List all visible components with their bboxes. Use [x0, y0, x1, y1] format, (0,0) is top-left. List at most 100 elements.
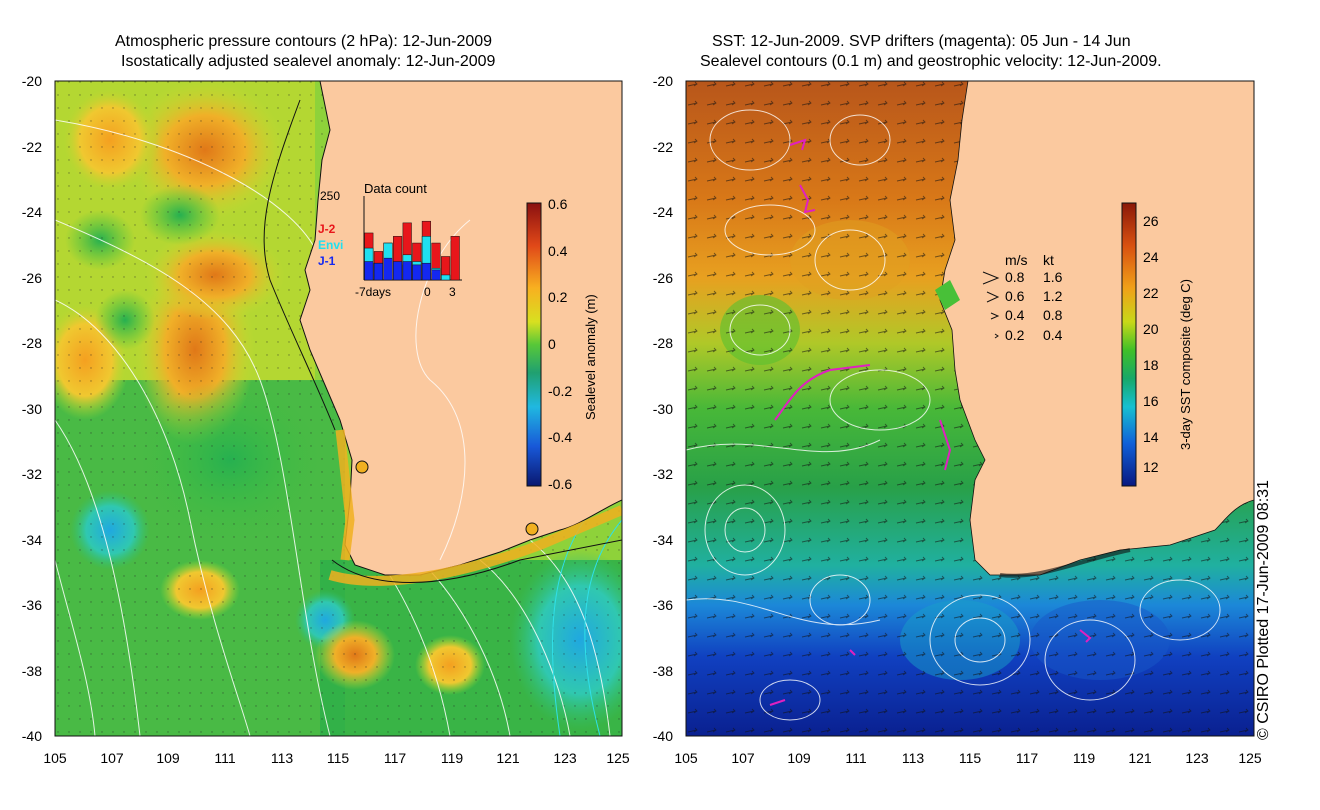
lat-label: -32 [653, 466, 673, 482]
colorbar-tick: 0.2 [548, 289, 568, 305]
inset-xlabel: 0 [424, 285, 431, 299]
colorbar-tick: -0.4 [548, 429, 572, 445]
lon-label: 105 [43, 750, 67, 766]
legend-j2: J-2 [318, 222, 336, 236]
lon-label: 115 [959, 750, 982, 766]
lon-label: 115 [327, 750, 350, 766]
lon-label: 121 [1128, 750, 1152, 766]
left-map-frame [54, 80, 623, 737]
lon-label: 125 [1238, 750, 1262, 766]
lon-label: 111 [214, 750, 235, 766]
key-kt: 1.2 [1043, 288, 1063, 304]
velocity-key: m/s kt 0.8 1.6 0.6 1.2 0.4 0.8 0.2 0.4 [982, 252, 1063, 343]
colorbar-tick: -0.6 [548, 476, 572, 492]
arrow-icon [990, 312, 1000, 320]
bar-j1 [431, 269, 441, 281]
colorbar-tick: 12 [1143, 459, 1159, 475]
lon-label: 125 [606, 750, 630, 766]
arrow-icon [982, 271, 1000, 285]
colorbar-tick: 0.6 [548, 196, 568, 212]
lon-label: 119 [1073, 750, 1096, 766]
lat-label: -22 [653, 139, 673, 155]
inset-title: Data count [364, 181, 427, 196]
colorbar-tick: -0.2 [548, 383, 572, 399]
inset-ymax: 250 [320, 189, 340, 203]
arrow-icon [986, 291, 1000, 303]
bar-j1 [364, 261, 374, 281]
lat-label: -34 [653, 532, 673, 548]
lon-label: 111 [845, 750, 866, 766]
lon-label: 113 [902, 750, 925, 766]
lon-label: 117 [1016, 750, 1039, 766]
key-header-ms: m/s [1005, 252, 1028, 268]
lat-label: -40 [22, 728, 42, 744]
bar-j1 [383, 257, 393, 281]
lon-label: 121 [496, 750, 520, 766]
colorbar-tick: 16 [1143, 393, 1159, 409]
legend-j1: J-1 [318, 254, 336, 268]
lon-label: 117 [384, 750, 407, 766]
left-map [55, 81, 622, 736]
lat-label: -30 [22, 401, 42, 417]
lon-label: 107 [100, 750, 124, 766]
colorbar-tick: 0 [548, 336, 556, 352]
lon-label: 105 [674, 750, 698, 766]
lat-label: -30 [653, 401, 673, 417]
colorbar-tick: 0.4 [548, 243, 568, 259]
lat-label: -40 [653, 728, 673, 744]
colorbar-tick: 26 [1143, 213, 1159, 229]
lat-label: -28 [653, 335, 673, 351]
bar-j1 [402, 261, 412, 281]
inset-xlabel: 3 [449, 285, 456, 299]
lat-label: -34 [22, 532, 42, 548]
colorbar-tick: 22 [1143, 285, 1159, 301]
key-kt: 1.6 [1043, 269, 1063, 285]
lat-label: -36 [22, 597, 42, 613]
key-ms: 0.6 [1005, 288, 1025, 304]
lat-label: -22 [22, 139, 42, 155]
data-count-inset: Data count 250 J-2 Envi J-1 -7days 0 3 [318, 181, 462, 299]
bar-j1 [421, 262, 431, 281]
right-lat-axis: -20 -22 -24 -26 -28 -30 -32 -34 -36 -38 … [653, 73, 673, 744]
lat-label: -20 [22, 73, 42, 89]
right-map [686, 81, 1254, 736]
sst-colorbar: 26 24 22 20 18 16 14 12 3-day SST compos… [1121, 202, 1193, 487]
colorbar-label: 3-day SST composite (deg C) [1178, 279, 1193, 450]
key-kt: 0.8 [1043, 307, 1063, 323]
lat-label: -36 [653, 597, 673, 613]
sealevel-colorbar: 0.6 0.4 0.2 0 -0.2 -0.4 -0.6 Sealevel an… [526, 196, 598, 492]
lon-label: 109 [787, 750, 811, 766]
lon-label: 119 [441, 750, 464, 766]
lat-label: -32 [22, 466, 42, 482]
left-lat-axis: -20 -22 -24 -26 -28 -30 -32 -34 -36 -38 … [22, 73, 42, 744]
key-kt: 0.4 [1043, 327, 1063, 343]
lon-label: 123 [1185, 750, 1209, 766]
bar-j1 [393, 261, 403, 281]
right-title-line1: SST: 12-Jun-2009. SVP drifters (magenta)… [712, 33, 1131, 50]
arrow-icon [994, 333, 999, 339]
lat-label: -26 [653, 270, 673, 286]
key-ms: 0.2 [1005, 327, 1025, 343]
colorbar-label: Sealevel anomaly (m) [583, 294, 598, 420]
key-ms: 0.8 [1005, 269, 1025, 285]
lat-label: -26 [22, 270, 42, 286]
inset-xlabel: -7days [355, 285, 391, 299]
lat-label: -38 [653, 663, 673, 679]
bar-j1 [373, 262, 383, 281]
lon-label: 109 [156, 750, 180, 766]
bar-envi [441, 274, 451, 281]
lat-label: -24 [22, 204, 42, 220]
right-title-line2: Sealevel contours (0.1 m) and geostrophi… [700, 53, 1162, 70]
lat-label: -24 [653, 204, 673, 220]
colorbar-tick: 20 [1143, 321, 1159, 337]
colorbar-tick: 24 [1143, 249, 1159, 265]
bar-j1 [412, 264, 422, 281]
right-map-frame [685, 80, 1255, 737]
lat-label: -38 [22, 663, 42, 679]
key-ms: 0.4 [1005, 307, 1025, 323]
legend-envi: Envi [318, 238, 343, 252]
left-title-line1: Atmospheric pressure contours (2 hPa): 1… [115, 33, 493, 50]
colorbar-tick: 18 [1143, 357, 1159, 373]
left-title-line2: Isostatically adjusted sealevel anomaly:… [121, 53, 496, 70]
